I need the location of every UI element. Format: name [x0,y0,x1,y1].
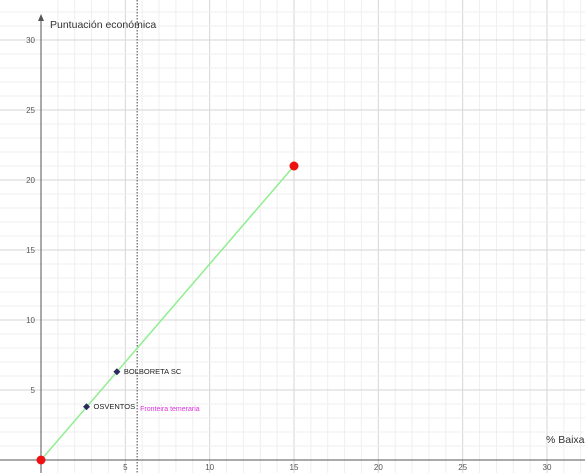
reference-line-group: Fronteira temeraria [136,0,200,473]
x-tick-label: 5 [123,463,128,472]
y-tick-label: 30 [26,36,35,45]
x-tick-label: 15 [290,463,299,472]
y-tick-labels: 5 10 15 20 25 30 [26,36,35,395]
endpoint-marker [289,161,299,171]
x-tick-label: 25 [458,463,467,472]
y-tick-label: 10 [26,316,35,325]
x-tick-label: 10 [205,463,214,472]
endpoint-marker [36,455,46,465]
y-axis-arrow [38,14,44,21]
x-tick-label: 20 [374,463,383,472]
y-tick-label: 20 [26,176,35,185]
data-point-label: OSVENTOS [94,402,136,411]
data-point [83,403,91,411]
reference-line-label: Fronteira temeraria [140,406,200,413]
data-point-label: BOLBORETA SC [124,367,182,376]
axes [0,14,585,473]
y-tick-label: 15 [26,246,35,255]
x-tick-label: 30 [543,463,552,472]
trend-line [40,165,295,461]
series-group: BOLBORETA SC OSVENTOS [36,161,299,465]
data-point [113,368,121,376]
y-axis-title: Puntuación económica [50,19,156,31]
y-tick-label: 5 [31,386,36,395]
x-axis-title: % Baixa [546,434,585,446]
x-tick-labels: 5 10 15 20 25 30 [123,463,552,472]
y-tick-label: 25 [26,106,35,115]
